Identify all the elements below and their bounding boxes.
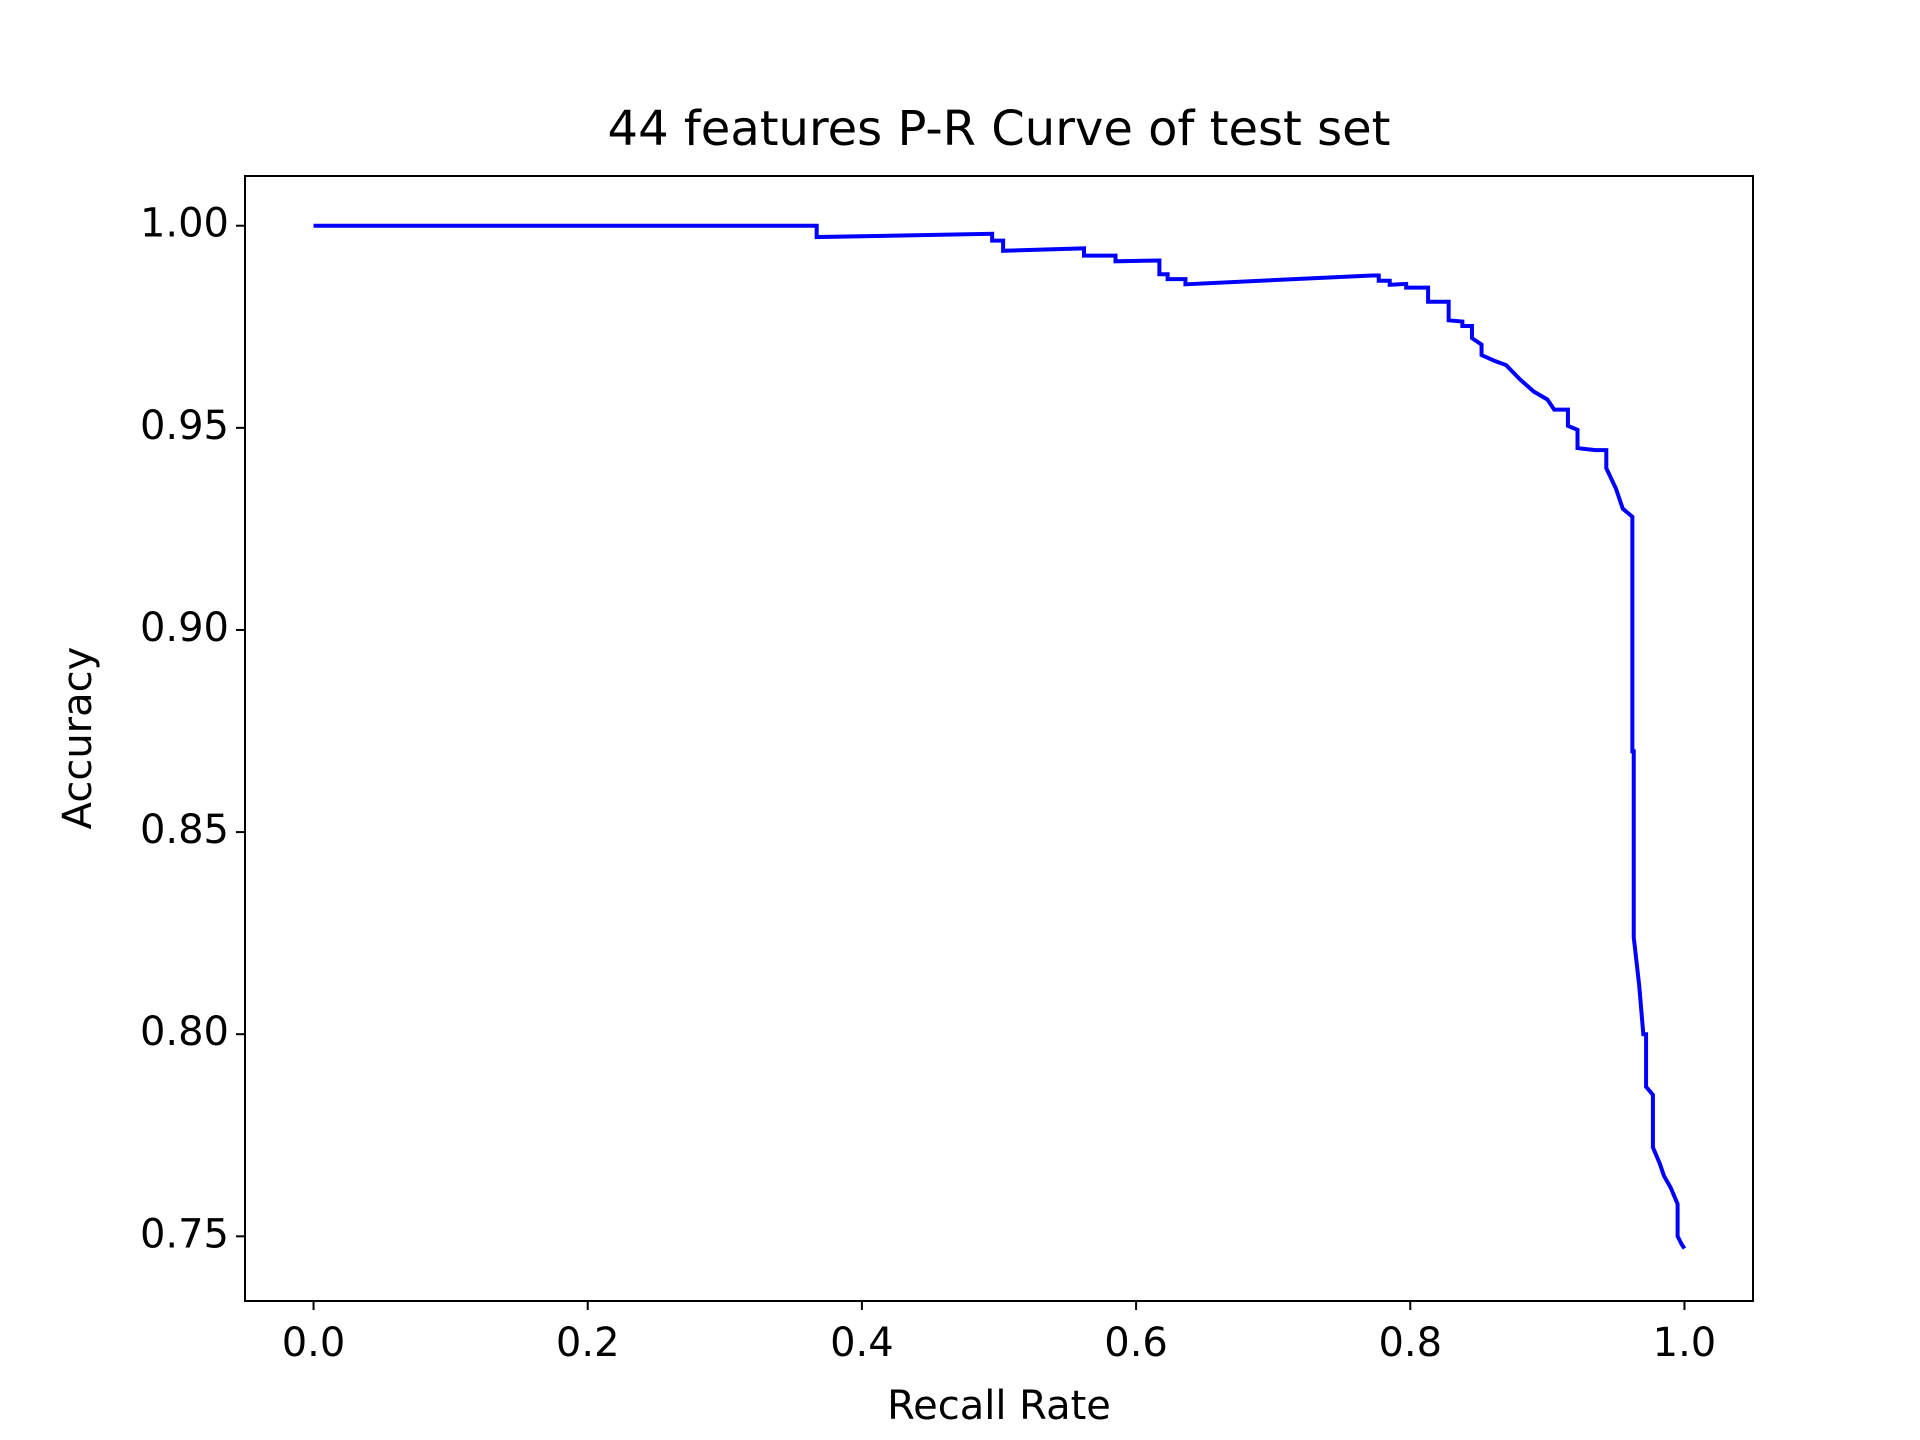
line-series — [313, 223, 1687, 1250]
x-tick-label: 0.0 — [282, 1320, 346, 1366]
x-tick-label: 0.4 — [830, 1320, 894, 1366]
y-axis-label: Accuracy — [55, 647, 101, 830]
chart-title: 44 features P-R Curve of test set — [608, 101, 1391, 157]
x-tick-label: 1.0 — [1653, 1320, 1717, 1366]
y-tick-label: 0.75 — [140, 1211, 229, 1257]
y-tick-label: 0.80 — [140, 1009, 229, 1055]
y-tick-label: 0.85 — [140, 807, 229, 853]
plot-frame — [244, 175, 1754, 1302]
x-tick-label: 0.8 — [1378, 1320, 1442, 1366]
x-tick-label: 0.6 — [1104, 1320, 1168, 1366]
x-axis-label: Recall Rate — [887, 1383, 1111, 1429]
y-tick-label: 0.95 — [140, 403, 229, 449]
y-tick-label: 0.90 — [140, 605, 229, 651]
y-tick-label: 1.00 — [140, 201, 229, 247]
x-tick-label: 0.2 — [556, 1320, 620, 1366]
